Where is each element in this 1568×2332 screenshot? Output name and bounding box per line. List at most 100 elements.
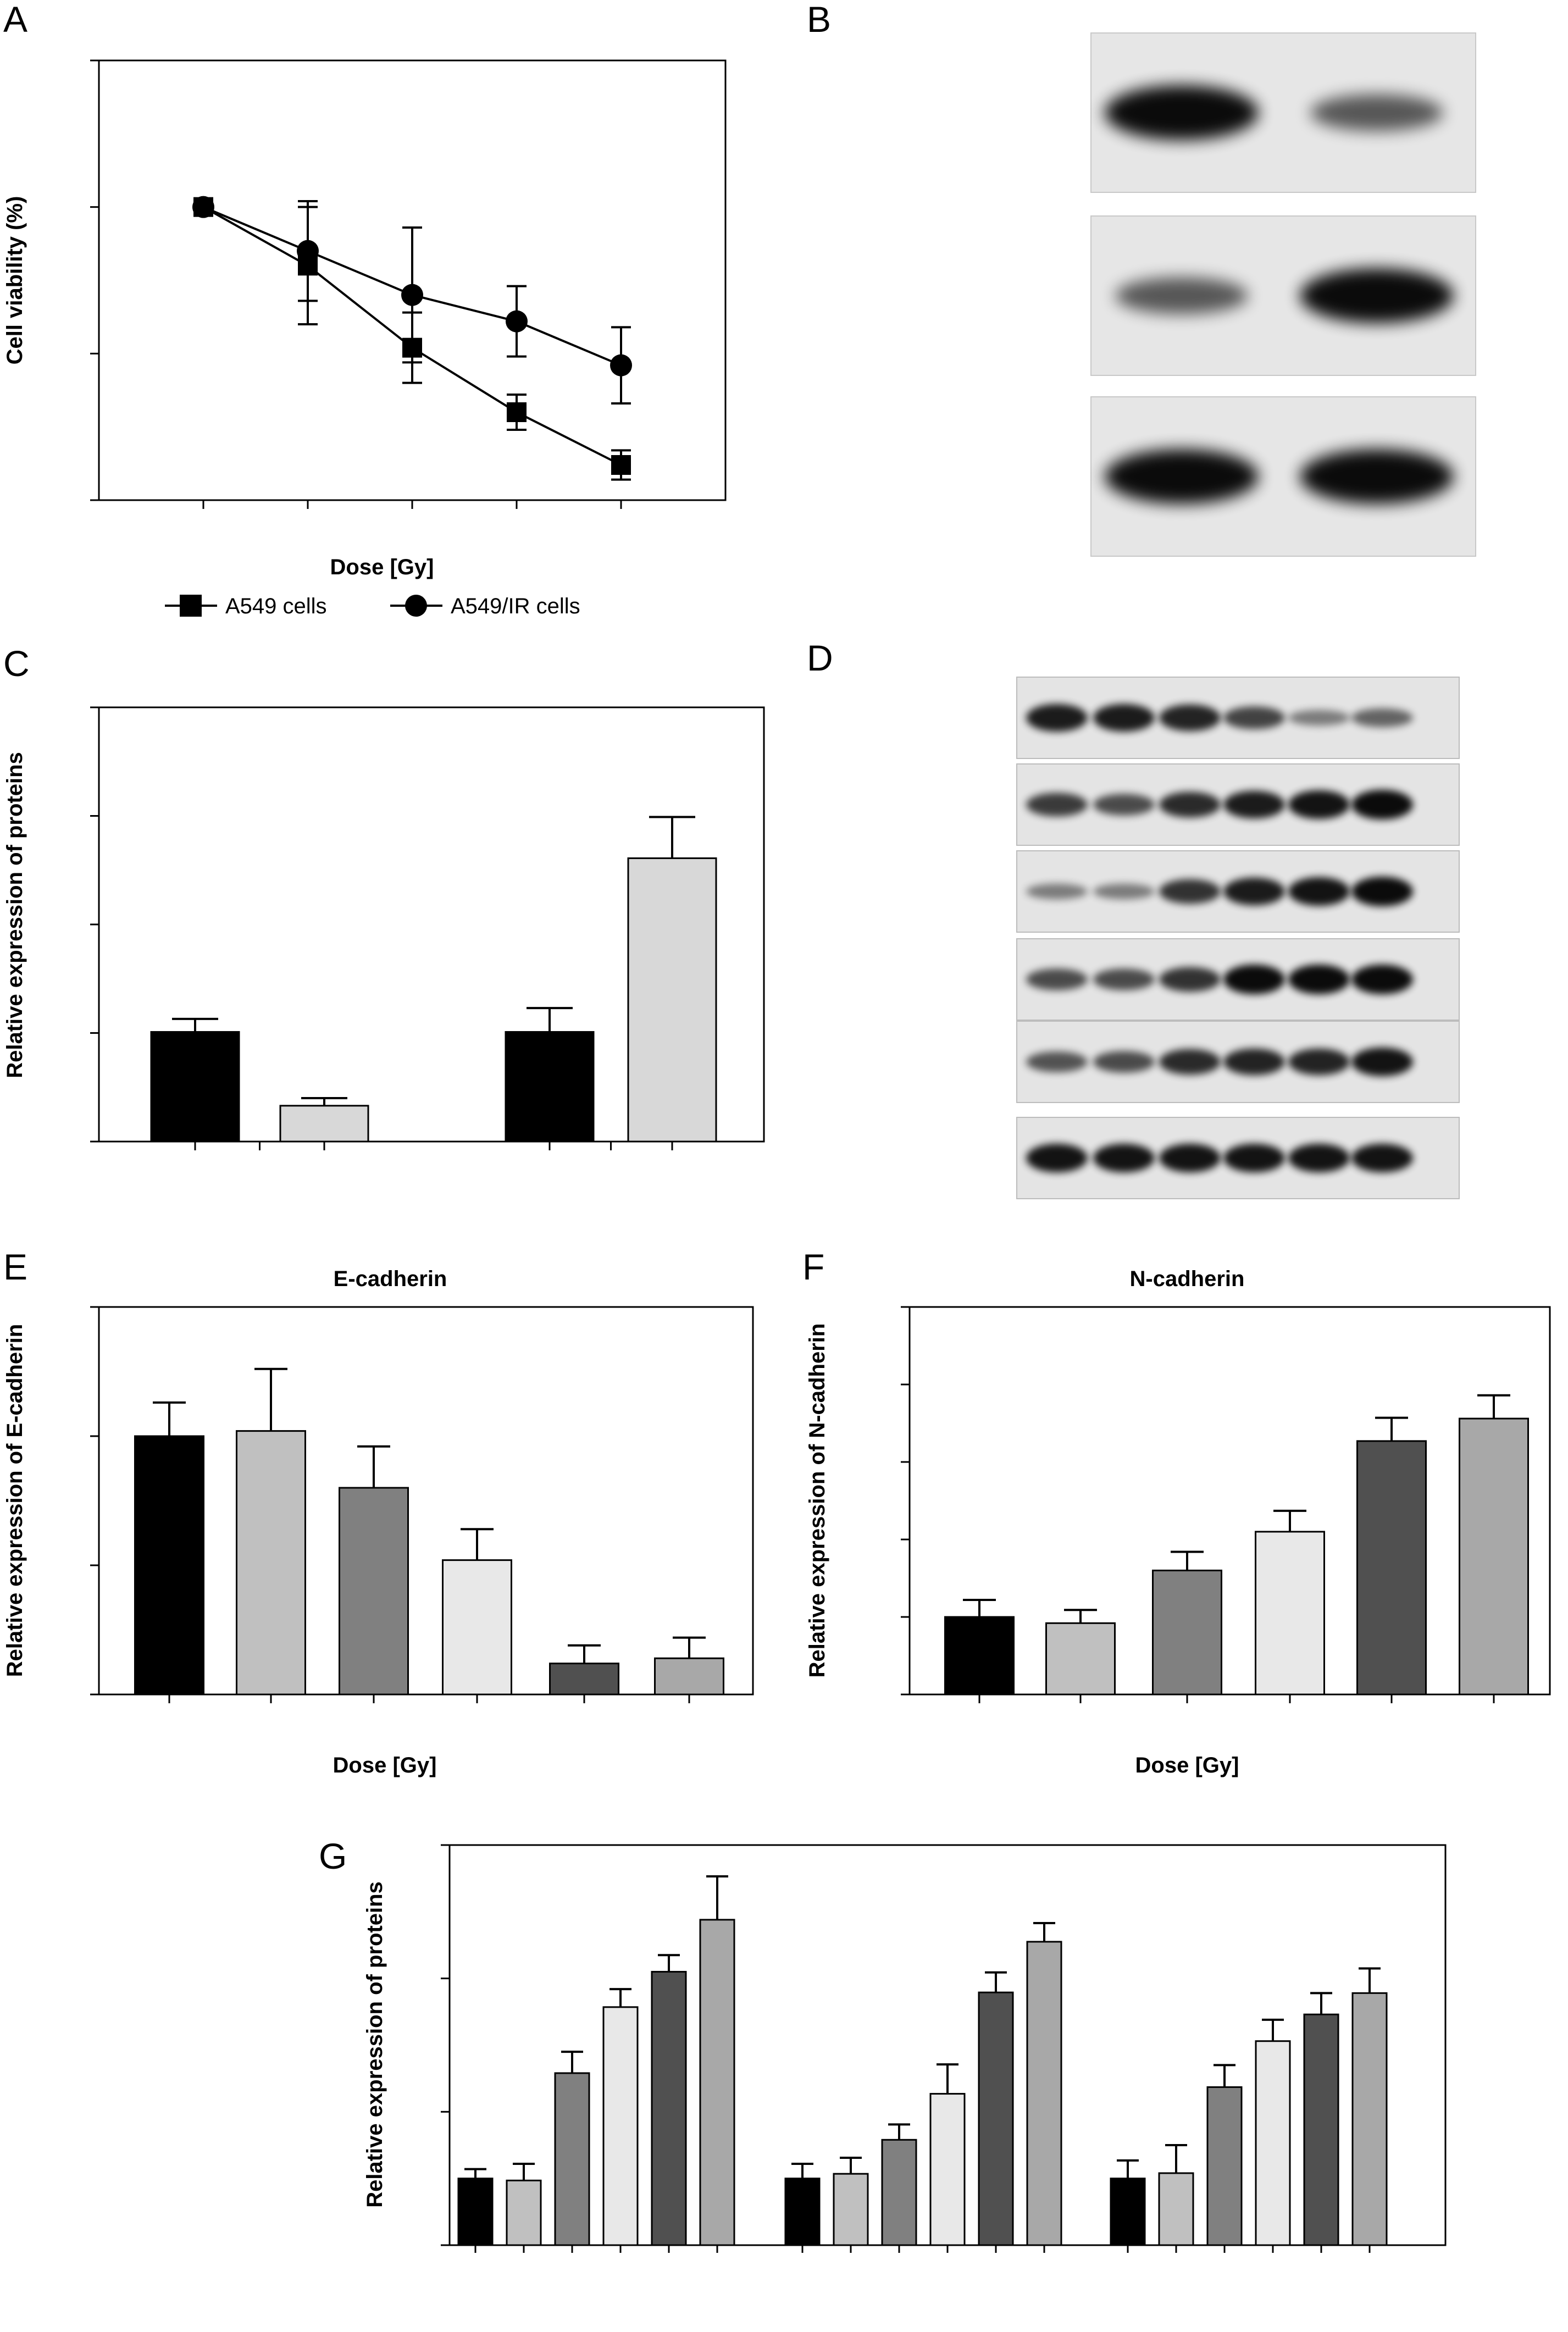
blot-d-row-1 [1016, 763, 1460, 846]
panel-a-data-point-circle [297, 240, 319, 262]
panel-f-x-axis-label: Dose [Gy] [1135, 1753, 1239, 1777]
panel-a-data-point-circle [401, 284, 423, 306]
blot-d-band [1351, 877, 1413, 906]
blot-d-band [1223, 965, 1285, 994]
blot-b-band [1300, 268, 1454, 323]
blot-d-band [1159, 967, 1221, 992]
blot-d-band [1026, 968, 1088, 990]
blot-d-band [1159, 791, 1221, 818]
blot-d-band [1026, 1051, 1088, 1072]
legend-label-a549: A549 cells [225, 594, 327, 618]
blot-d-band [1093, 1143, 1155, 1173]
panel-g-bar-vimentin-30 [602, 2006, 639, 2246]
panel-g-bar-vimentin-20 [554, 2072, 590, 2246]
panel-g-bar-vimentin-40 [651, 1971, 687, 2246]
blot-b-row-2 [1090, 396, 1476, 557]
blot-d-band [1288, 877, 1350, 906]
panel-c-plot-area [90, 706, 765, 1150]
blot-d-band [1288, 710, 1350, 726]
panel-f-bar-chart: N-cadherin Dose [Gy] Relative expression… [805, 1267, 1244, 1777]
blot-d-band [1159, 1143, 1221, 1173]
panel-label-c: C [3, 643, 30, 684]
blot-d-band [1223, 877, 1285, 906]
panel-f-bar-40 [1356, 1440, 1427, 1696]
legend-circle-marker [405, 595, 427, 617]
panel-g-bar-twist-10 [833, 2173, 869, 2246]
panel-b-western-blot [1090, 32, 1476, 557]
panel-label-f: F [802, 1247, 824, 1287]
blot-d-band [1288, 1048, 1350, 1076]
panel-g-bar-snail1-10 [1158, 2172, 1194, 2246]
panel-e-bar-chart: E-cadherin Dose [Gy] Relative expression… [3, 1267, 447, 1777]
panel-label-b: B [807, 0, 831, 40]
blot-d-band [1093, 883, 1155, 900]
panel-a-line-chart: Dose [Gy] Cell viability (%) A549 cells … [3, 196, 580, 618]
panel-c-bar-e-cadherin-0 [150, 1031, 240, 1143]
panel-label-d: D [807, 638, 833, 678]
panel-g-bar-twist-40 [978, 1991, 1014, 2246]
blot-b-band [1105, 449, 1259, 504]
panel-g-bar-snail1-50 [1351, 1992, 1388, 2246]
panel-e-bar-10 [236, 1430, 306, 1696]
panel-e-title: E-cadherin [334, 1267, 447, 1291]
blot-d-row-4 [1016, 1021, 1460, 1103]
blot-d-band [1288, 965, 1350, 994]
blot-d-band [1159, 1049, 1221, 1075]
panel-f-plot-area [901, 1306, 1551, 1703]
panel-f-bar-30 [1255, 1531, 1325, 1696]
panel-f-bar-10 [1045, 1622, 1116, 1696]
panel-e-plot-frame [98, 1306, 754, 1696]
blot-d-row-0 [1016, 677, 1460, 759]
panel-g-bar-twist-50 [1026, 1941, 1062, 2246]
panel-a-legend: A549 cells A549/IR cells [165, 594, 580, 618]
panel-d-western-blot [1016, 677, 1460, 1199]
blot-d-band [1026, 1143, 1088, 1173]
panel-g-y-axis-label: Relative expression of proteins [363, 1881, 387, 2208]
legend-square-marker [180, 595, 202, 617]
blot-d-band [1223, 790, 1285, 819]
panel-e-x-axis-label: Dose [Gy] [333, 1753, 437, 1777]
blot-d-band [1159, 879, 1221, 904]
panel-c-bar-vimentin-0 [505, 1031, 595, 1143]
panel-g-bar-snail1-40 [1303, 2013, 1339, 2246]
blot-d-band [1223, 1048, 1285, 1076]
panel-f-title: N-cadherin [1130, 1267, 1245, 1291]
blot-d-band [1288, 790, 1350, 819]
panel-c-bar-e-cadherin-1 [279, 1105, 369, 1143]
panel-label-a: A [3, 0, 27, 40]
panel-a-data-point-square [507, 402, 527, 422]
panel-g-bar-vimentin-10 [506, 2179, 542, 2246]
panel-g-bar-snail1-30 [1255, 2040, 1291, 2246]
panel-g-bar-twist-30 [929, 2093, 966, 2246]
blot-d-band [1223, 1143, 1285, 1173]
panel-e-bar-20 [339, 1487, 409, 1696]
panel-c-bar-chart: Relative expression of proteins [3, 752, 27, 1078]
blot-d-band [1351, 965, 1413, 994]
panel-g-bar-vimentin-0 [457, 2178, 494, 2246]
legend-label-a549-ir: A549/IR cells [451, 594, 580, 618]
panel-f-bar-50 [1459, 1417, 1529, 1696]
blot-b-band [1300, 449, 1454, 504]
blot-d-band [1288, 1143, 1350, 1173]
panel-g-bar-twist-20 [881, 2139, 917, 2246]
panel-label-e: E [3, 1247, 27, 1287]
panel-f-bar-0 [944, 1616, 1015, 1696]
blot-d-band [1351, 790, 1413, 819]
panel-e-y-axis-label: Relative expression of E-cadherin [3, 1324, 27, 1677]
panel-e-bar-0 [134, 1435, 204, 1696]
panel-a-data-point-circle [192, 196, 214, 218]
blot-b-row-0 [1090, 32, 1476, 193]
panel-a-x-axis-label: Dose [Gy] [330, 555, 434, 579]
blot-b-band [1115, 277, 1248, 314]
blot-d-band [1093, 968, 1155, 990]
blot-d-band [1026, 883, 1088, 900]
panel-g-bar-twist-0 [784, 2178, 821, 2246]
panel-g-bar-vimentin-50 [699, 1919, 735, 2246]
panel-c-y-axis-label: Relative expression of proteins [3, 752, 27, 1078]
panel-a-data-point-square [611, 455, 631, 475]
blot-d-band [1351, 1047, 1413, 1077]
panel-a-data-point-circle [506, 310, 528, 333]
blot-d-band [1223, 706, 1285, 729]
panel-e-bar-30 [442, 1559, 512, 1696]
